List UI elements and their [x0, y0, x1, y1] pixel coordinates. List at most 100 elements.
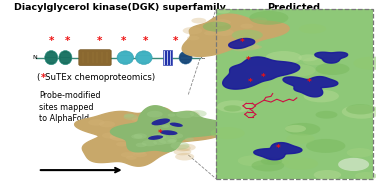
Ellipse shape [346, 104, 375, 115]
Ellipse shape [183, 27, 202, 34]
Ellipse shape [321, 57, 336, 62]
Ellipse shape [159, 140, 177, 147]
Text: *: * [261, 73, 265, 82]
Ellipse shape [214, 19, 231, 26]
Text: *: * [64, 36, 70, 46]
Ellipse shape [167, 139, 176, 143]
Bar [216, 9, 373, 179]
Ellipse shape [148, 138, 165, 144]
Ellipse shape [176, 110, 200, 120]
Ellipse shape [281, 64, 315, 77]
Ellipse shape [271, 159, 289, 165]
Text: *: * [246, 56, 251, 65]
Ellipse shape [162, 125, 169, 128]
Ellipse shape [174, 145, 191, 151]
Ellipse shape [231, 44, 250, 51]
Ellipse shape [224, 105, 241, 112]
Ellipse shape [152, 130, 172, 138]
Ellipse shape [126, 156, 136, 160]
Text: Predicted: Predicted [267, 3, 321, 13]
Ellipse shape [114, 128, 127, 134]
Text: *: * [41, 73, 45, 83]
Ellipse shape [133, 133, 147, 139]
Ellipse shape [187, 36, 200, 40]
Ellipse shape [266, 51, 302, 64]
Ellipse shape [124, 114, 138, 120]
Text: *: * [121, 36, 126, 46]
Ellipse shape [159, 114, 179, 122]
Text: *: * [143, 36, 149, 46]
Ellipse shape [59, 51, 72, 65]
Ellipse shape [176, 111, 194, 118]
Ellipse shape [109, 134, 124, 140]
Text: C: C [201, 55, 205, 60]
Ellipse shape [246, 81, 269, 90]
Text: (: ( [36, 73, 39, 82]
Ellipse shape [152, 119, 170, 125]
Ellipse shape [182, 125, 192, 129]
Ellipse shape [156, 118, 165, 122]
Ellipse shape [303, 90, 339, 102]
Polygon shape [254, 143, 302, 160]
Ellipse shape [171, 142, 190, 150]
Text: *: * [158, 129, 162, 138]
Polygon shape [315, 52, 348, 63]
Ellipse shape [179, 51, 192, 64]
Ellipse shape [88, 119, 105, 126]
Ellipse shape [342, 105, 376, 119]
Ellipse shape [131, 134, 143, 139]
Ellipse shape [121, 152, 135, 158]
Ellipse shape [45, 51, 58, 65]
Ellipse shape [240, 24, 253, 29]
Ellipse shape [133, 152, 147, 157]
Ellipse shape [136, 51, 152, 64]
Ellipse shape [314, 170, 341, 180]
Ellipse shape [153, 140, 166, 145]
Ellipse shape [154, 110, 172, 117]
Ellipse shape [102, 132, 117, 139]
Ellipse shape [129, 122, 151, 132]
Text: Probe-modified
sites mapped
to AlphaFold: Probe-modified sites mapped to AlphaFold [39, 91, 101, 123]
Ellipse shape [160, 130, 177, 135]
Ellipse shape [191, 18, 206, 23]
Ellipse shape [152, 134, 166, 139]
Ellipse shape [136, 143, 147, 147]
Ellipse shape [261, 157, 282, 165]
Ellipse shape [338, 158, 369, 171]
Ellipse shape [315, 111, 337, 119]
Ellipse shape [158, 136, 177, 144]
Ellipse shape [252, 45, 262, 49]
Text: *: * [49, 36, 54, 46]
Ellipse shape [355, 172, 376, 180]
Ellipse shape [285, 123, 320, 136]
Ellipse shape [315, 63, 350, 75]
Ellipse shape [252, 17, 267, 23]
Ellipse shape [353, 57, 376, 70]
Ellipse shape [142, 140, 157, 146]
Text: *: * [248, 78, 253, 87]
Text: binding pockets: binding pockets [250, 19, 338, 29]
Ellipse shape [232, 30, 263, 41]
Text: N: N [32, 55, 37, 60]
Text: *: * [276, 144, 280, 153]
Ellipse shape [304, 75, 320, 81]
Text: SuTEx chemoproteomics): SuTEx chemoproteomics) [45, 73, 156, 82]
Polygon shape [182, 14, 289, 56]
FancyBboxPatch shape [79, 50, 111, 66]
Ellipse shape [216, 9, 230, 14]
Ellipse shape [249, 11, 288, 25]
Ellipse shape [212, 21, 225, 26]
Text: *: * [239, 38, 244, 47]
Polygon shape [223, 57, 300, 89]
Polygon shape [75, 108, 224, 166]
Ellipse shape [203, 22, 231, 32]
Text: *: * [306, 78, 311, 87]
Ellipse shape [303, 57, 325, 65]
Ellipse shape [99, 121, 115, 127]
Ellipse shape [173, 148, 191, 155]
Bar [216, 9, 373, 179]
Ellipse shape [306, 139, 346, 153]
Ellipse shape [170, 133, 183, 139]
Ellipse shape [190, 110, 207, 117]
Ellipse shape [215, 29, 234, 36]
